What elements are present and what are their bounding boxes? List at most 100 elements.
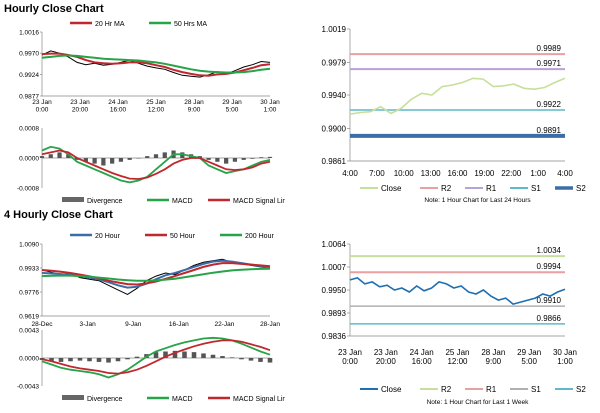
divergence-bar bbox=[241, 158, 246, 160]
y-tick-label: 0.9619 bbox=[19, 314, 39, 321]
divergence-bar bbox=[206, 158, 211, 160]
y-tick-label: 0.9970 bbox=[19, 51, 39, 58]
divergence-bar bbox=[39, 358, 45, 360]
x-tick-label: 19:00 bbox=[474, 169, 495, 178]
divergence-bar bbox=[39, 156, 45, 158]
series-line-macd-signal-line bbox=[41, 149, 271, 180]
x-tick-label: 28-Dec bbox=[32, 321, 54, 328]
legend-swatch bbox=[62, 395, 84, 400]
divergence-bar bbox=[68, 358, 73, 362]
y-tick-label: 0.0000 bbox=[19, 156, 39, 163]
legend-label: R2 bbox=[441, 385, 452, 394]
divergence-bar bbox=[136, 158, 141, 159]
divergence-bar bbox=[127, 158, 132, 160]
series-line-50-hrs-ma bbox=[41, 54, 271, 74]
x-tick-label: 9-Jan bbox=[125, 321, 142, 328]
y-tick-label: 0.9776 bbox=[19, 290, 39, 297]
divergence-bar bbox=[182, 351, 187, 358]
section-title-hourly: Hourly Close Chart bbox=[4, 3, 104, 15]
x-tick-label: 30 Jan 1:00 bbox=[553, 348, 577, 366]
level-label-r1: 0.9994 bbox=[537, 262, 562, 271]
series-line-200-hour bbox=[41, 267, 271, 282]
divergence-bar bbox=[259, 157, 264, 158]
legend-label: 20 Hr MA bbox=[95, 21, 125, 28]
divergence-bar bbox=[66, 154, 71, 158]
divergence-bar bbox=[145, 156, 150, 158]
legend-label: Close bbox=[381, 385, 402, 394]
y-tick-label: 1.0090 bbox=[19, 242, 39, 249]
x-tick-label: 24 Jan 16:00 bbox=[410, 348, 434, 366]
divergence-bar bbox=[153, 352, 159, 358]
x-tick-label: 13:00 bbox=[421, 169, 442, 178]
divergence-bar bbox=[96, 358, 102, 362]
legend-label: R2 bbox=[441, 184, 452, 193]
y-tick-label: -0.0008 bbox=[17, 186, 39, 193]
y-tick-label: 1.0016 bbox=[19, 30, 39, 37]
y-tick-label: 0.9924 bbox=[19, 72, 39, 79]
hourly-close-chart: 1.0019 0.9979 0.9940 0.9900 0.9861 0.9989 0.99… bbox=[322, 25, 587, 204]
level-label-r2: 1.0034 bbox=[537, 246, 562, 255]
level-label-r1: 0.9971 bbox=[537, 59, 562, 68]
x-tick-label: 23 Jan 20:00 bbox=[374, 348, 398, 366]
y-tick-label: 1.0064 bbox=[322, 240, 347, 249]
y-tick-label: 0.9877 bbox=[19, 94, 39, 101]
divergence-bar bbox=[215, 158, 220, 162]
divergence-bar bbox=[153, 154, 159, 158]
legend-label: 200 Hour bbox=[245, 233, 274, 240]
x-tick-label: 22:00 bbox=[501, 169, 522, 178]
legend-label: S1 bbox=[531, 385, 541, 394]
divergence-bar bbox=[101, 158, 106, 166]
legend-label: S2 bbox=[576, 184, 586, 193]
legend-label: MACD Signal Line bbox=[233, 396, 285, 403]
legend-label: Divergence bbox=[87, 198, 123, 205]
divergence-bar bbox=[232, 158, 238, 162]
legend-label: 50 Hrs MA bbox=[174, 21, 207, 28]
y-tick-label: 0.0008 bbox=[19, 126, 39, 133]
x-tick-label: 1:00 bbox=[530, 169, 546, 178]
x-tick-label: 25 Jan 12:00 bbox=[445, 348, 469, 366]
divergence-bar bbox=[201, 353, 206, 358]
divergence-bar bbox=[191, 352, 197, 358]
legend-label: R1 bbox=[486, 385, 497, 394]
divergence-bar bbox=[163, 351, 168, 358]
x-tick-label: 24 Jan 16:00 bbox=[108, 99, 128, 114]
divergence-bar bbox=[57, 152, 62, 158]
y-tick-label: 1.0019 bbox=[322, 25, 347, 34]
y-tick-label: 0.9979 bbox=[322, 58, 347, 67]
divergence-bar bbox=[125, 358, 130, 360]
four-hourly-macd-chart: 0.0043 0.0000 -0.0043 Divergence MACD MACD Si… bbox=[17, 328, 285, 404]
divergence-bar bbox=[162, 152, 167, 158]
divergence-bar bbox=[248, 358, 254, 361]
divergence-bar bbox=[172, 350, 178, 358]
four-hourly-ma-chart: 20 Hour 50 Hour 200 Hour 1.0090 0.9933 0.9776… bbox=[19, 233, 280, 328]
legend-label: 50 Hour bbox=[170, 233, 196, 240]
x-tick-label: 30 Jan 1:00 bbox=[260, 99, 280, 114]
level-label-s2: 0.9891 bbox=[537, 126, 562, 135]
series-line-close bbox=[349, 277, 566, 305]
y-tick-label: -0.0043 bbox=[17, 384, 39, 391]
legend-swatch bbox=[62, 197, 84, 202]
y-tick-label: 0.9950 bbox=[322, 286, 347, 295]
divergence-bar bbox=[229, 357, 235, 358]
divergence-bar bbox=[267, 156, 273, 158]
x-tick-label: 25 Jan 12:00 bbox=[146, 99, 166, 114]
y-tick-label: 0.9940 bbox=[322, 91, 347, 100]
divergence-bar bbox=[250, 158, 255, 159]
legend-label: 20 Hour bbox=[95, 233, 121, 240]
legend-label: MACD bbox=[172, 396, 193, 403]
x-tick-label: 28 Jan 9:00 bbox=[481, 348, 505, 366]
divergence-bar bbox=[118, 158, 124, 162]
divergence-bar bbox=[267, 358, 273, 363]
divergence-bar bbox=[134, 356, 140, 358]
series-line-macd-signal-line bbox=[41, 339, 271, 375]
x-tick-label: 4:00 bbox=[342, 169, 358, 178]
legend-label: MACD bbox=[172, 198, 193, 205]
x-tick-label: 3-Jan bbox=[79, 321, 96, 328]
x-tick-label: 28-Jan bbox=[260, 321, 280, 328]
x-tick-label: 22-Jan bbox=[214, 321, 234, 328]
x-tick-label: 16:00 bbox=[447, 169, 468, 178]
y-tick-label: 0.9836 bbox=[322, 332, 347, 341]
divergence-bar bbox=[106, 358, 111, 363]
divergence-bar bbox=[58, 358, 64, 362]
divergence-bar bbox=[210, 354, 216, 358]
